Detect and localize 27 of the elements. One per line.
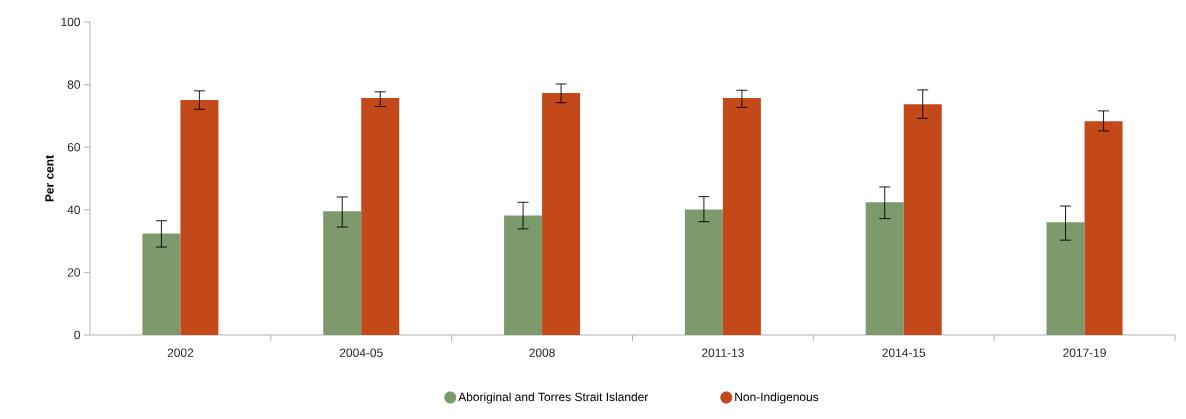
y-tick-label: 0 [74,330,81,340]
bar [722,98,761,335]
x-tick-label: 2011-13 [701,348,744,357]
legend-label: Non-Indigenous [735,392,819,404]
x-tick-label: 2004-05 [339,348,383,357]
bar [142,233,181,335]
bar [903,104,942,335]
y-axis-title: Per cent [45,155,54,202]
x-tick-label: 2014-15 [882,348,926,357]
legend-label: Aboriginal and Torres Strait Islander [458,392,649,404]
bar [1046,222,1085,335]
bar [361,98,400,335]
y-tick-label: 40 [67,205,81,215]
y-tick-label: 100 [61,17,81,27]
y-tick-label: 20 [67,268,81,277]
bar [180,99,219,335]
x-tick-label: 2008 [529,348,555,357]
y-tick-label: 60 [67,142,81,152]
x-tick-label: 2002 [167,348,194,357]
bar [542,93,581,335]
bar [1084,121,1123,335]
bar [504,215,543,335]
bar [684,209,723,335]
x-tick-label: 2017-19 [1063,348,1106,357]
bar [323,211,362,335]
bar [865,202,904,335]
y-tick-label: 80 [67,80,81,89]
